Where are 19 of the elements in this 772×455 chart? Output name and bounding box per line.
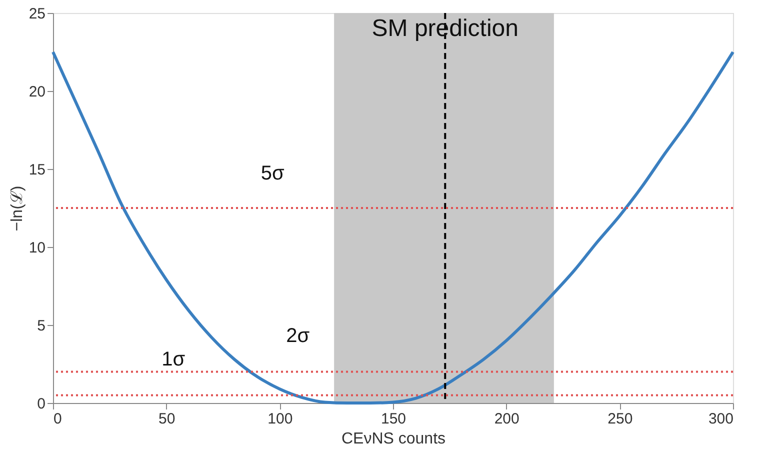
x-tick-label: 0 bbox=[54, 410, 62, 428]
x-tick-label: 50 bbox=[158, 410, 176, 428]
y-tick-label: 5 bbox=[37, 318, 46, 334]
annotation: 5σ bbox=[260, 162, 286, 185]
x-tick-label: 150 bbox=[380, 410, 406, 428]
x-tick-label: 200 bbox=[494, 410, 520, 428]
x-tick-label: 300 bbox=[708, 410, 734, 428]
annotation: 1σ bbox=[162, 348, 186, 370]
annotation: 2σ bbox=[286, 324, 310, 347]
y-axis-title: −ln(ℒ) bbox=[8, 186, 26, 232]
y-tick-label: 10 bbox=[28, 240, 46, 256]
x-axis-title: CEνNS counts bbox=[341, 430, 446, 448]
y-tick-label: 0 bbox=[37, 396, 46, 412]
y-tick-label: 25 bbox=[28, 6, 46, 22]
x-tick-label: 250 bbox=[608, 410, 633, 428]
y-tick-label: 15 bbox=[28, 162, 46, 178]
x-tick-label: 100 bbox=[268, 410, 293, 428]
y-tick-label: 20 bbox=[28, 84, 46, 100]
ref-line-label: SM prediction bbox=[372, 15, 518, 42]
